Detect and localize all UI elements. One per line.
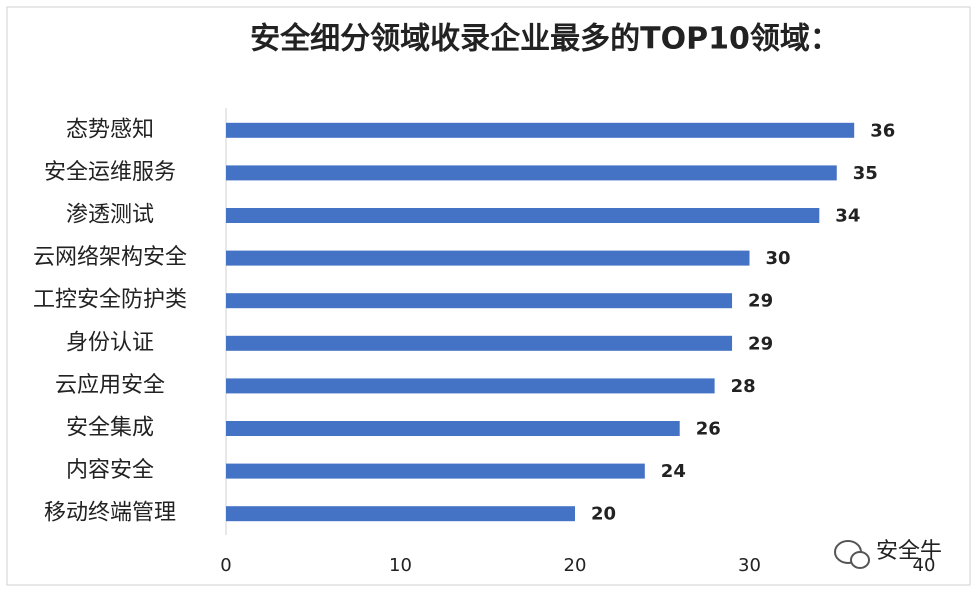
bar <box>226 208 820 223</box>
x-tick-label: 0 <box>220 555 231 576</box>
watermark: 安全牛 <box>876 539 942 564</box>
y-tick-label: 安全运维服务 <box>44 160 176 185</box>
y-tick-label: 安全集成 <box>66 416 154 441</box>
data-label: 29 <box>748 333 773 354</box>
data-label: 34 <box>835 206 860 227</box>
data-label: 30 <box>766 248 791 269</box>
y-tick-label: 云网络架构安全 <box>33 245 187 270</box>
bar <box>226 506 575 522</box>
bar <box>226 335 733 351</box>
data-label: 20 <box>591 504 616 525</box>
bar <box>226 293 733 309</box>
y-tick-label: 渗透测试 <box>66 203 154 228</box>
data-label: 28 <box>731 376 756 397</box>
watermark-icon <box>834 540 870 569</box>
y-tick-label: 身份认证 <box>66 330 154 355</box>
x-tick-label: 30 <box>738 555 761 576</box>
bar <box>226 463 645 479</box>
y-tick-label: 移动终端管理 <box>44 501 176 526</box>
bar <box>226 250 750 266</box>
data-label: 24 <box>661 461 686 482</box>
x-tick-label: 40 <box>913 555 936 576</box>
x-tick-label: 20 <box>564 555 587 576</box>
data-label: 29 <box>748 291 773 312</box>
bar <box>226 122 855 138</box>
x-tick-label: 10 <box>389 555 412 576</box>
bar <box>226 421 680 436</box>
y-tick-label: 态势感知 <box>66 117 154 142</box>
data-label: 36 <box>870 120 895 141</box>
y-tick-label: 工控安全防护类 <box>33 288 187 313</box>
data-label: 35 <box>853 163 878 184</box>
data-label: 26 <box>696 419 721 440</box>
bar <box>226 378 715 394</box>
bar <box>226 165 837 181</box>
chart-title: 安全细分领域收录企业最多的TOP10领域： <box>250 22 840 57</box>
y-tick-label: 云应用安全 <box>55 373 165 398</box>
y-tick-label: 内容安全 <box>66 458 154 483</box>
